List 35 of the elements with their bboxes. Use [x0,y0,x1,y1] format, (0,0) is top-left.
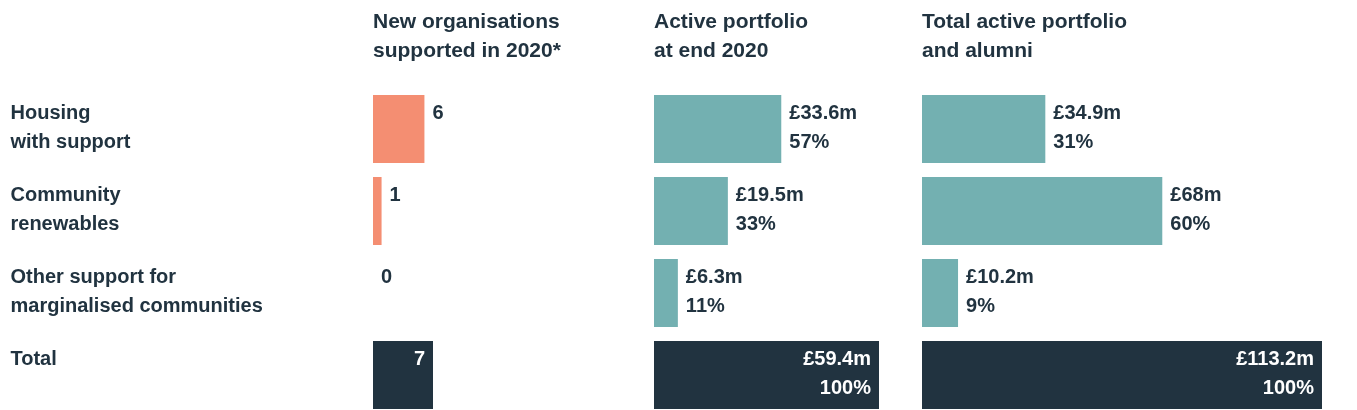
data-label: 7 [413,347,425,369]
data-label: £19.5m [735,183,804,205]
annotation: 100% [819,376,872,398]
annotation: 9% [966,294,996,316]
data-label: £33.6m [789,101,858,123]
annotation: 100% [1262,376,1315,398]
chart-title: New organisations supported in 2020* [373,9,562,61]
data-label: £10.2m [966,265,1034,287]
annotation: 11% [685,294,726,316]
y-tick-label: Total [10,347,57,369]
annotation: 57% [789,130,830,152]
data-label: £68m [1170,183,1222,205]
bar [922,95,1046,163]
bar [922,259,959,327]
bar [922,341,1322,409]
bar [922,177,1163,245]
data-label: £113.2m [1236,347,1314,369]
chart-title: Active portfolio at end 2020 [654,9,809,61]
bar [654,177,728,245]
data-label: 6 [432,101,444,123]
data-label: £59.4m [803,347,871,369]
annotation: 31% [1053,130,1094,152]
bar [654,259,678,327]
data-label: 1 [389,183,401,205]
y-tick-label: Housing with support [9,101,131,152]
data-label: £34.9m [1053,101,1122,123]
bar [654,341,879,409]
annotation: 33% [735,212,777,234]
chart-title: Total active portfolio and alumni [922,9,1127,61]
bar [654,95,782,163]
y-tick-label: Other support for marginalised communities [10,265,263,316]
annotation: 60% [1170,212,1211,234]
data-label: 0 [381,265,393,287]
y-tick-label: Community renewables [10,183,122,234]
data-label: £6.3m [685,265,743,287]
